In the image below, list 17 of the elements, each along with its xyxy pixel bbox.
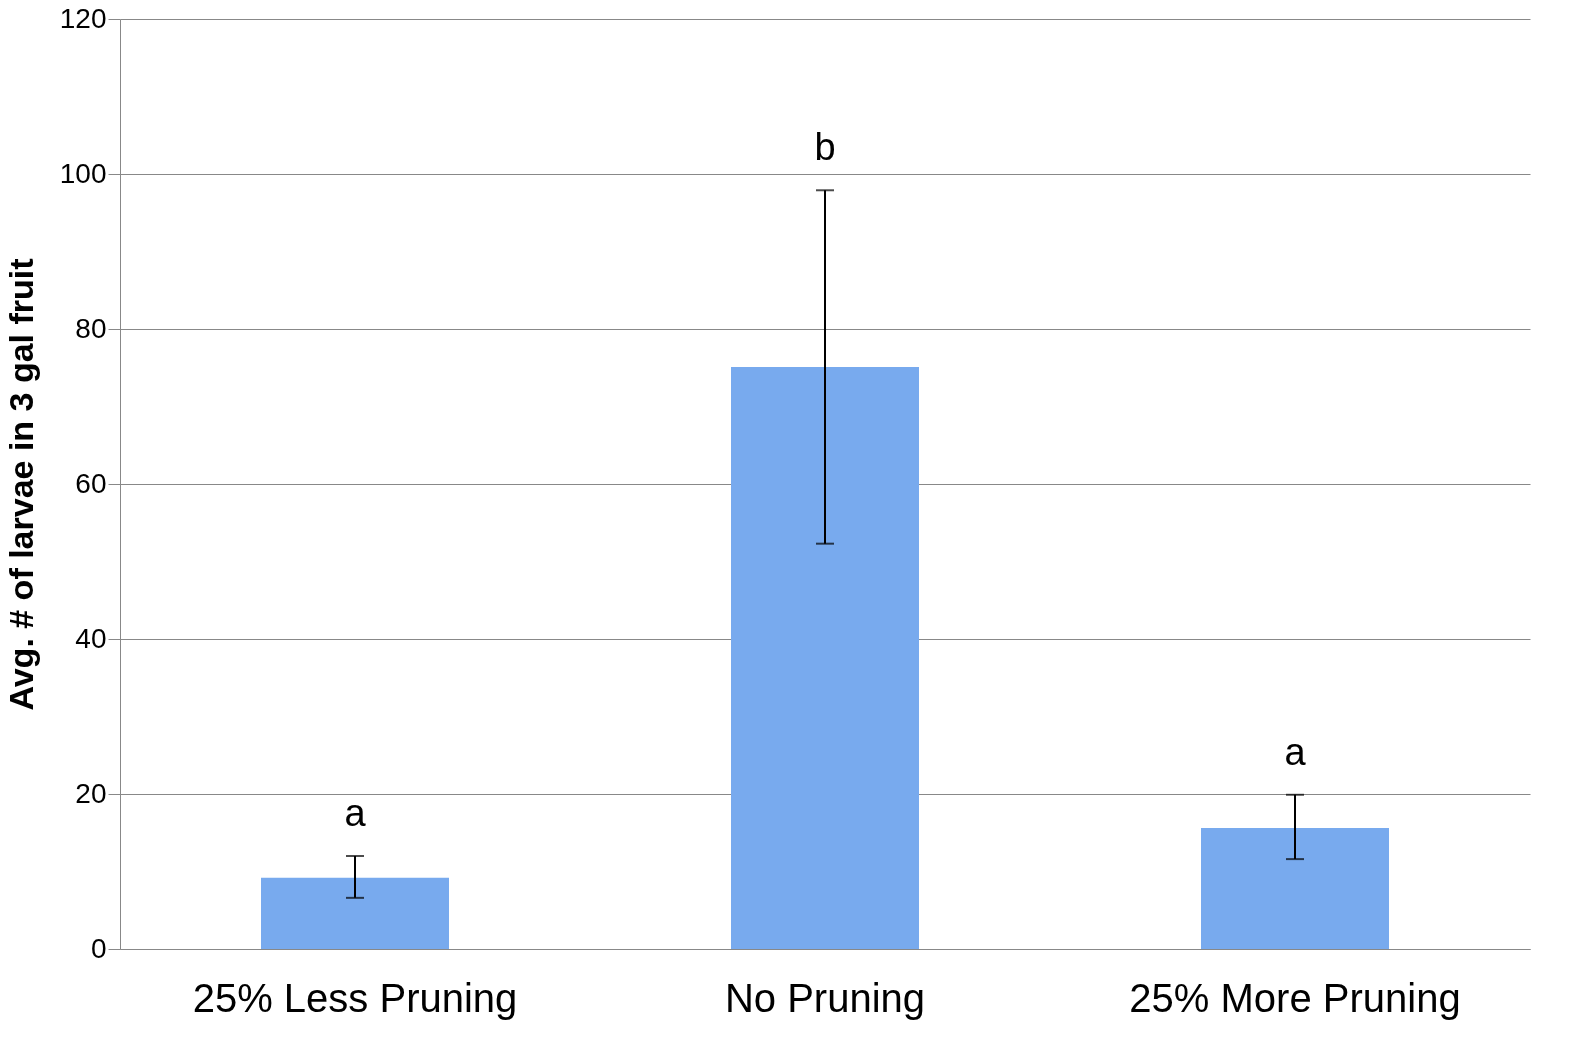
x-tick-label: 25% More Pruning [1129, 975, 1461, 1020]
y-tick-label: 40 [75, 622, 107, 654]
bar [1201, 828, 1389, 949]
x-tick-label: 25% Less Pruning [192, 975, 518, 1020]
y-tick-label: 120 [59, 2, 107, 34]
y-tick-label: 60 [75, 467, 107, 499]
annotation: a [1284, 730, 1307, 773]
x-tick-label: No Pruning [724, 975, 926, 1020]
bar [731, 366, 919, 949]
annotation: b [814, 126, 836, 169]
y-tick-label: 20 [75, 777, 107, 809]
y-axis-title: Avg. # of larvae in 3 gal fruit [1, 258, 40, 711]
annotation: a [344, 792, 367, 834]
y-tick-label: 0 [90, 932, 107, 964]
y-tick-label: 100 [59, 157, 107, 189]
y-tick-label: 80 [75, 312, 107, 344]
bar [261, 877, 449, 949]
